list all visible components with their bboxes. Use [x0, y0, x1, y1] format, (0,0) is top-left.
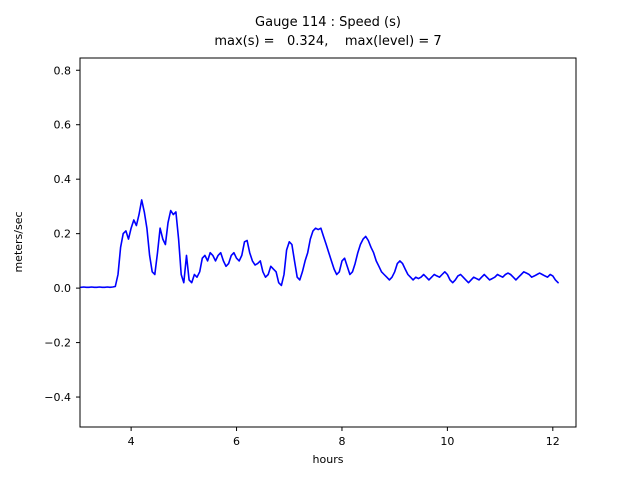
- x-tick-label: 12: [546, 435, 560, 448]
- chart-title: Gauge 114 : Speed (s): [255, 15, 401, 30]
- y-tick-label: 0.8: [54, 64, 72, 77]
- y-axis-label: meters/sec: [12, 211, 25, 272]
- x-tick-label: 8: [338, 435, 345, 448]
- y-tick-label: −0.2: [44, 337, 71, 350]
- x-axis-label: hours: [313, 453, 344, 466]
- y-tick-label: 0.0: [54, 282, 72, 295]
- chart-subtitle: max(s) = 0.324, max(level) = 7: [214, 34, 441, 49]
- x-tick-label: 6: [233, 435, 240, 448]
- y-tick-label: 0.2: [54, 228, 72, 241]
- y-tick-label: −0.4: [44, 391, 71, 404]
- x-tick-label: 10: [440, 435, 454, 448]
- speed-line: [80, 199, 559, 289]
- axes-frame: [79, 57, 577, 428]
- y-tick-label: 0.4: [54, 173, 72, 186]
- x-tick-label: 4: [128, 435, 135, 448]
- y-tick-label: 0.6: [54, 119, 72, 132]
- plot-area: 4 6 8 10 12 −0.4 −0.2 0.0 0.2 0.4 0.6 0.8: [44, 64, 560, 448]
